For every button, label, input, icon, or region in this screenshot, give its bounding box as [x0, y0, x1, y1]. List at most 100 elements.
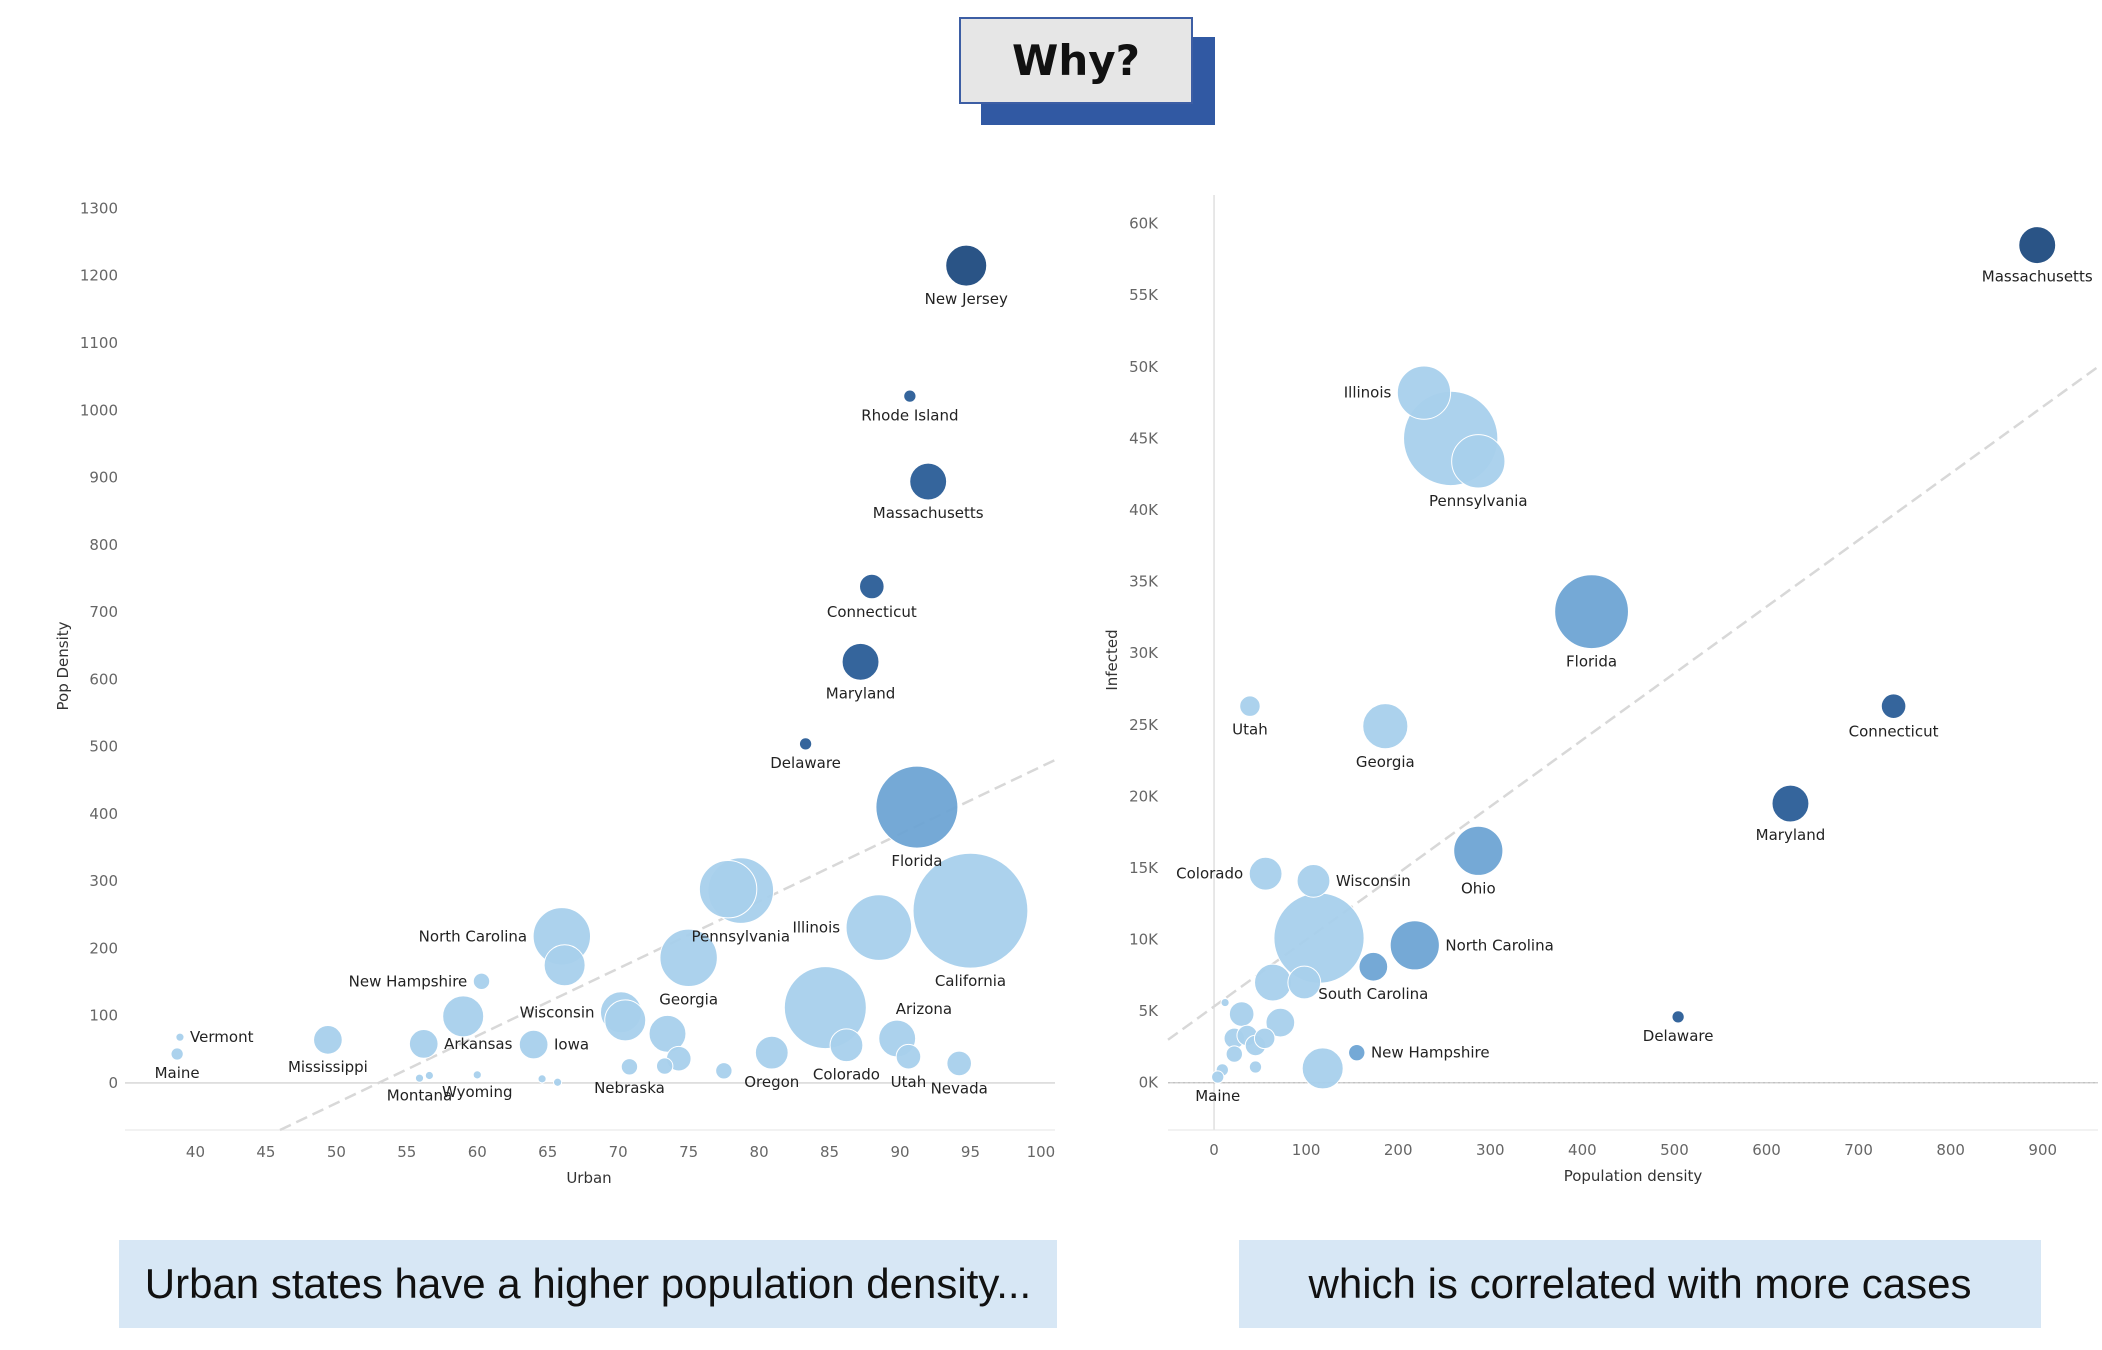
left-x-tick-label: 80 — [750, 1143, 769, 1161]
left-point-label: Maryland — [826, 684, 896, 702]
left-data-point — [875, 765, 959, 849]
right-point-label: New Hampshire — [1371, 1044, 1490, 1062]
right-data-point — [1220, 997, 1230, 1008]
left-x-tick-label: 70 — [609, 1143, 628, 1161]
left-y-tick-label: 1000 — [80, 401, 118, 419]
right-y-tick-label: 15K — [1129, 859, 1159, 877]
right-data-point — [1253, 1027, 1276, 1050]
right-data-point — [1453, 825, 1504, 876]
right-y-tick-label: 5K — [1139, 1002, 1160, 1020]
right-data-point — [1228, 1001, 1255, 1027]
right-data-point — [1880, 693, 1907, 719]
left-data-point — [946, 1050, 972, 1077]
right-data-point — [1248, 856, 1283, 891]
right-point-label: South Carolina — [1318, 985, 1428, 1003]
left-x-tick-label: 40 — [186, 1143, 205, 1161]
right-data-point — [1211, 1070, 1225, 1084]
right-x-tick-label: 700 — [1844, 1141, 1873, 1159]
right-data-point — [1248, 1060, 1263, 1074]
right-x-tick-label: 300 — [1476, 1141, 1505, 1159]
right-x-tick-label: 500 — [1660, 1141, 1689, 1159]
right-data-point — [1239, 695, 1261, 717]
left-data-point — [798, 737, 813, 751]
left-x-tick-label: 100 — [1027, 1143, 1056, 1161]
left-point-label: Massachusetts — [873, 504, 984, 522]
right-data-point — [1254, 963, 1292, 1002]
right-point-label: Pennsylvania — [1429, 492, 1528, 510]
page-title: Why? — [959, 17, 1193, 104]
right-x-tick-label: 0 — [1209, 1141, 1219, 1159]
left-point-label: Delaware — [770, 754, 841, 772]
left-x-tick-label: 75 — [679, 1143, 698, 1161]
right-y-tick-label: 50K — [1129, 358, 1159, 376]
left-x-axis-label: Urban — [566, 1169, 611, 1187]
right-y-tick-label: 60K — [1129, 215, 1159, 233]
right-data-point — [1273, 892, 1365, 984]
right-y-axis-label: Infected — [1103, 629, 1121, 690]
left-y-tick-label: 1200 — [80, 267, 118, 285]
left-y-tick-label: 600 — [89, 670, 118, 688]
left-x-tick-label: 85 — [820, 1143, 839, 1161]
left-point-label: Wisconsin — [520, 1003, 595, 1021]
left-data-point — [903, 389, 917, 403]
right-data-point — [1358, 951, 1389, 982]
left-y-tick-label: 1100 — [80, 334, 118, 352]
right-y-tick-label: 30K — [1129, 644, 1159, 662]
left-data-point — [537, 1074, 547, 1084]
left-data-point — [659, 928, 718, 987]
right-data-point — [2018, 226, 2057, 265]
right-point-label: Delaware — [1643, 1027, 1714, 1045]
left-data-point — [543, 944, 586, 987]
right-point-label: Utah — [1232, 720, 1268, 738]
left-point-label: New Hampshire — [349, 972, 468, 990]
left-data-point — [715, 1062, 733, 1080]
left-data-point — [552, 1077, 563, 1087]
left-data-point — [648, 1014, 687, 1053]
left-data-point — [895, 1043, 922, 1070]
left-data-point — [841, 642, 880, 681]
right-data-point — [1362, 703, 1409, 750]
right-y-tick-label: 20K — [1129, 787, 1159, 805]
right-x-tick-label: 200 — [1384, 1141, 1413, 1159]
left-point-label: Illinois — [792, 919, 840, 937]
right-data-point — [1771, 784, 1810, 823]
right-point-label: Florida — [1566, 653, 1617, 671]
right-caption: which is correlated with more cases — [1239, 1240, 2041, 1328]
right-y-tick-label: 25K — [1129, 716, 1159, 734]
left-data-point — [408, 1029, 439, 1059]
right-point-label: Maine — [1195, 1087, 1240, 1105]
left-data-point — [655, 1057, 674, 1075]
left-point-label: California — [935, 972, 1006, 990]
right-data-point — [1348, 1043, 1366, 1062]
left-point-label: Connecticut — [827, 603, 917, 621]
left-point-label: Iowa — [554, 1036, 589, 1054]
left-x-tick-label: 95 — [961, 1143, 980, 1161]
left-data-point — [829, 1028, 864, 1063]
left-y-tick-label: 200 — [89, 939, 118, 957]
left-y-tick-label: 0 — [108, 1074, 118, 1092]
right-point-label: Illinois — [1344, 384, 1392, 402]
left-point-label: Florida — [891, 852, 942, 870]
right-x-tick-label: 800 — [1936, 1141, 1965, 1159]
left-caption: Urban states have a higher population de… — [119, 1240, 1057, 1328]
left-point-label: Utah — [891, 1073, 927, 1091]
left-y-tick-label: 400 — [89, 805, 118, 823]
right-point-label: Georgia — [1356, 753, 1415, 771]
right-y-tick-label: 10K — [1129, 931, 1159, 949]
right-data-point — [1451, 434, 1506, 489]
right-data-point — [1671, 1010, 1685, 1024]
left-data-point — [845, 894, 913, 961]
left-data-point — [518, 1029, 549, 1060]
right-y-tick-label: 40K — [1129, 501, 1159, 519]
left-data-point — [945, 244, 988, 287]
left-point-label: Montana — [387, 1086, 452, 1104]
right-y-tick-label: 45K — [1129, 429, 1159, 447]
left-point-label: Arizona — [896, 1000, 952, 1018]
right-point-label: Connecticut — [1849, 722, 1939, 740]
left-point-label: Arkansas — [444, 1035, 513, 1053]
left-point-label: Nevada — [931, 1080, 988, 1098]
left-chart: Pop Density Urban 0 100 200 300 400 500 600 700… — [54, 199, 1056, 1187]
right-data-point — [1287, 965, 1322, 1000]
left-point-label: Nebraska — [594, 1079, 665, 1097]
